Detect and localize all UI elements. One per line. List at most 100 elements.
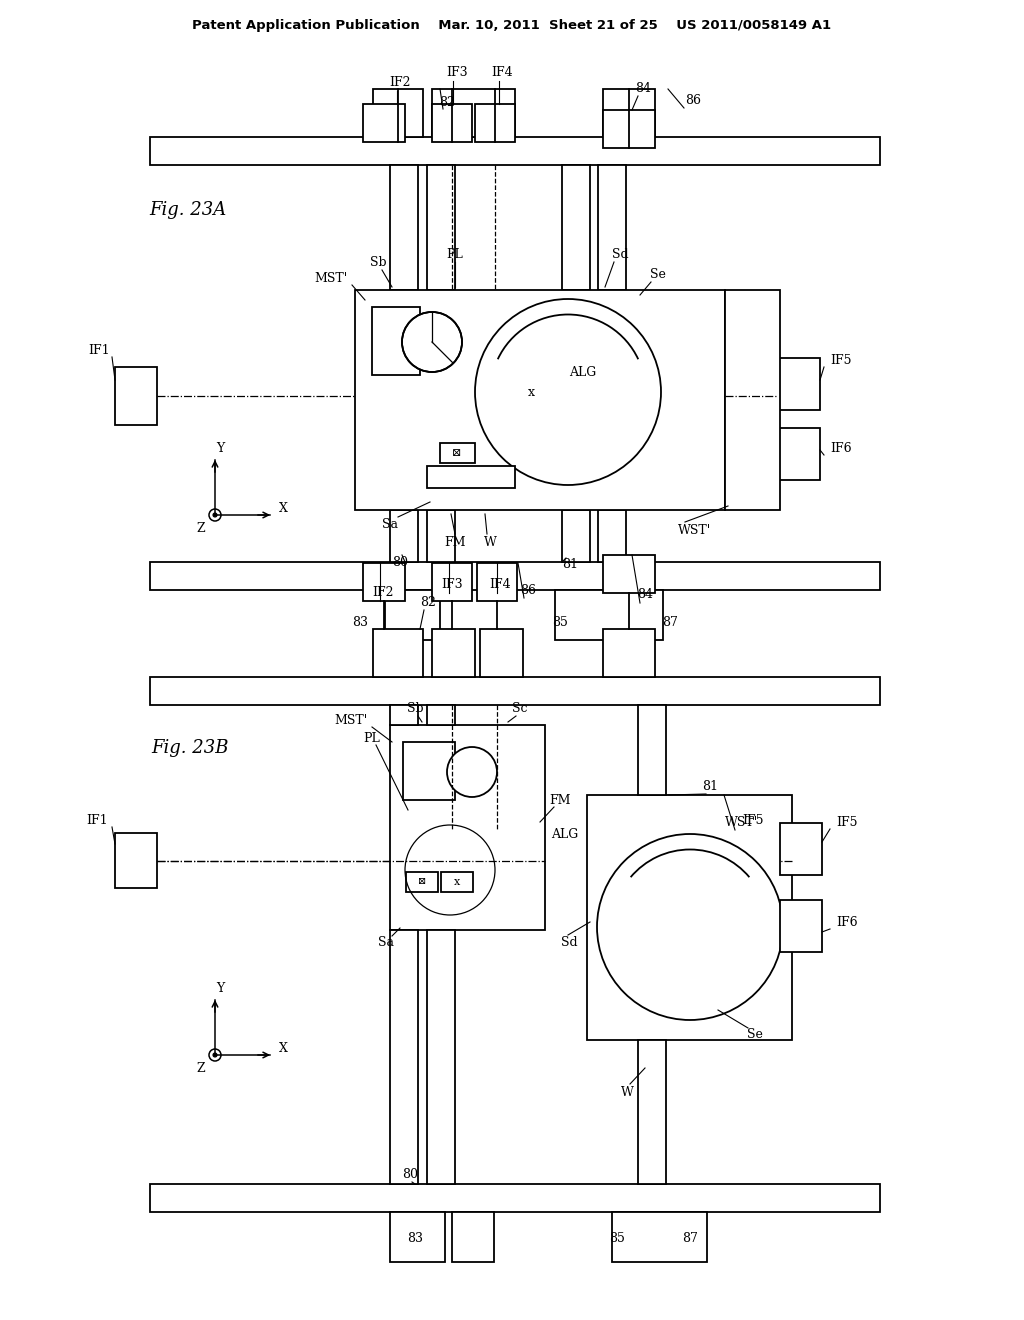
Bar	[432, 88, 515, 137]
Text: ⊠: ⊠	[453, 447, 462, 458]
Text: 80: 80	[402, 1168, 418, 1181]
Text: 82: 82	[439, 95, 455, 108]
Bar	[562, 165, 590, 290]
Text: Patent Application Publication    Mar. 10, 2011  Sheet 21 of 25    US 2011/00581: Patent Application Publication Mar. 10, …	[193, 18, 831, 32]
Circle shape	[402, 312, 462, 372]
Text: 84: 84	[635, 82, 651, 95]
Circle shape	[447, 747, 497, 797]
Bar	[403, 742, 455, 800]
Bar	[406, 873, 438, 892]
Text: IF4: IF4	[492, 66, 513, 79]
Text: PL: PL	[364, 731, 380, 744]
Text: IF1: IF1	[86, 813, 108, 826]
Text: ALG: ALG	[551, 829, 579, 842]
Text: IF5: IF5	[830, 354, 852, 367]
Bar	[638, 705, 666, 795]
Bar	[427, 510, 455, 562]
Bar	[603, 88, 655, 137]
Bar	[441, 873, 473, 892]
Text: 86: 86	[685, 94, 701, 107]
Circle shape	[597, 834, 783, 1020]
Text: Sd: Sd	[561, 936, 578, 949]
Text: 87: 87	[663, 615, 678, 628]
Bar	[432, 564, 472, 601]
Bar	[603, 110, 655, 148]
Text: W: W	[621, 1085, 634, 1098]
Text: IF2: IF2	[389, 77, 411, 90]
Text: Sa: Sa	[382, 519, 398, 532]
Text: 84: 84	[637, 589, 653, 602]
Text: MST': MST'	[314, 272, 348, 285]
Bar	[427, 165, 455, 290]
Text: Fig. 23B: Fig. 23B	[152, 739, 228, 756]
Text: X: X	[279, 502, 288, 515]
Bar	[355, 290, 725, 510]
Bar	[780, 822, 822, 875]
Bar	[373, 630, 423, 677]
Text: Sb: Sb	[407, 701, 423, 714]
Text: Sd: Sd	[611, 248, 629, 261]
Text: Sb: Sb	[370, 256, 386, 268]
Bar	[372, 308, 420, 375]
Bar	[390, 705, 418, 725]
Text: X: X	[279, 1041, 288, 1055]
Bar	[603, 630, 655, 677]
Circle shape	[475, 300, 662, 484]
Bar	[432, 630, 475, 677]
Bar	[452, 1212, 494, 1262]
Text: Se: Se	[748, 1028, 763, 1041]
Bar	[150, 1184, 880, 1212]
Text: Y: Y	[216, 441, 224, 454]
Bar	[778, 428, 820, 480]
Text: Sa: Sa	[378, 936, 394, 949]
Text: FM: FM	[549, 793, 570, 807]
Text: IF3: IF3	[446, 66, 468, 79]
Bar	[362, 104, 406, 143]
Text: WST': WST'	[678, 524, 712, 536]
Text: 83: 83	[407, 1232, 423, 1245]
Bar	[427, 705, 455, 725]
Text: x: x	[454, 876, 460, 887]
Circle shape	[213, 1053, 217, 1057]
Bar	[477, 564, 517, 601]
Text: x: x	[527, 385, 535, 399]
Text: Z: Z	[197, 1061, 206, 1074]
Bar	[562, 510, 590, 562]
Text: Y: Y	[216, 982, 224, 994]
Bar	[390, 510, 418, 562]
Text: 81: 81	[702, 780, 718, 793]
Text: 83: 83	[352, 615, 368, 628]
Bar	[150, 137, 880, 165]
Text: Se: Se	[650, 268, 666, 281]
Text: 80: 80	[392, 556, 408, 569]
Bar	[440, 444, 475, 463]
Text: Sc: Sc	[512, 701, 527, 714]
Circle shape	[209, 1049, 221, 1061]
Bar	[480, 630, 523, 677]
Bar	[475, 104, 515, 143]
Text: PL: PL	[446, 248, 464, 261]
Bar	[150, 562, 880, 590]
Text: Z: Z	[197, 521, 206, 535]
Bar	[115, 833, 157, 888]
Text: Fig. 23A: Fig. 23A	[150, 201, 226, 219]
Bar	[612, 1212, 707, 1262]
Text: ⊠: ⊠	[418, 878, 426, 887]
Circle shape	[213, 513, 217, 517]
Text: 85: 85	[609, 1232, 625, 1245]
Text: IF5: IF5	[836, 816, 857, 829]
Circle shape	[209, 510, 221, 521]
Bar	[362, 564, 406, 601]
Text: IF6: IF6	[830, 441, 852, 454]
Bar	[390, 725, 545, 931]
Bar	[603, 554, 655, 593]
Bar	[780, 900, 822, 952]
Text: WST': WST'	[725, 816, 759, 829]
Bar	[385, 590, 440, 640]
Text: IF2: IF2	[373, 586, 394, 599]
Bar	[390, 931, 418, 1184]
Text: IF6: IF6	[836, 916, 858, 928]
Text: 81: 81	[562, 558, 578, 572]
Bar	[587, 795, 792, 1040]
Text: MST': MST'	[335, 714, 368, 726]
